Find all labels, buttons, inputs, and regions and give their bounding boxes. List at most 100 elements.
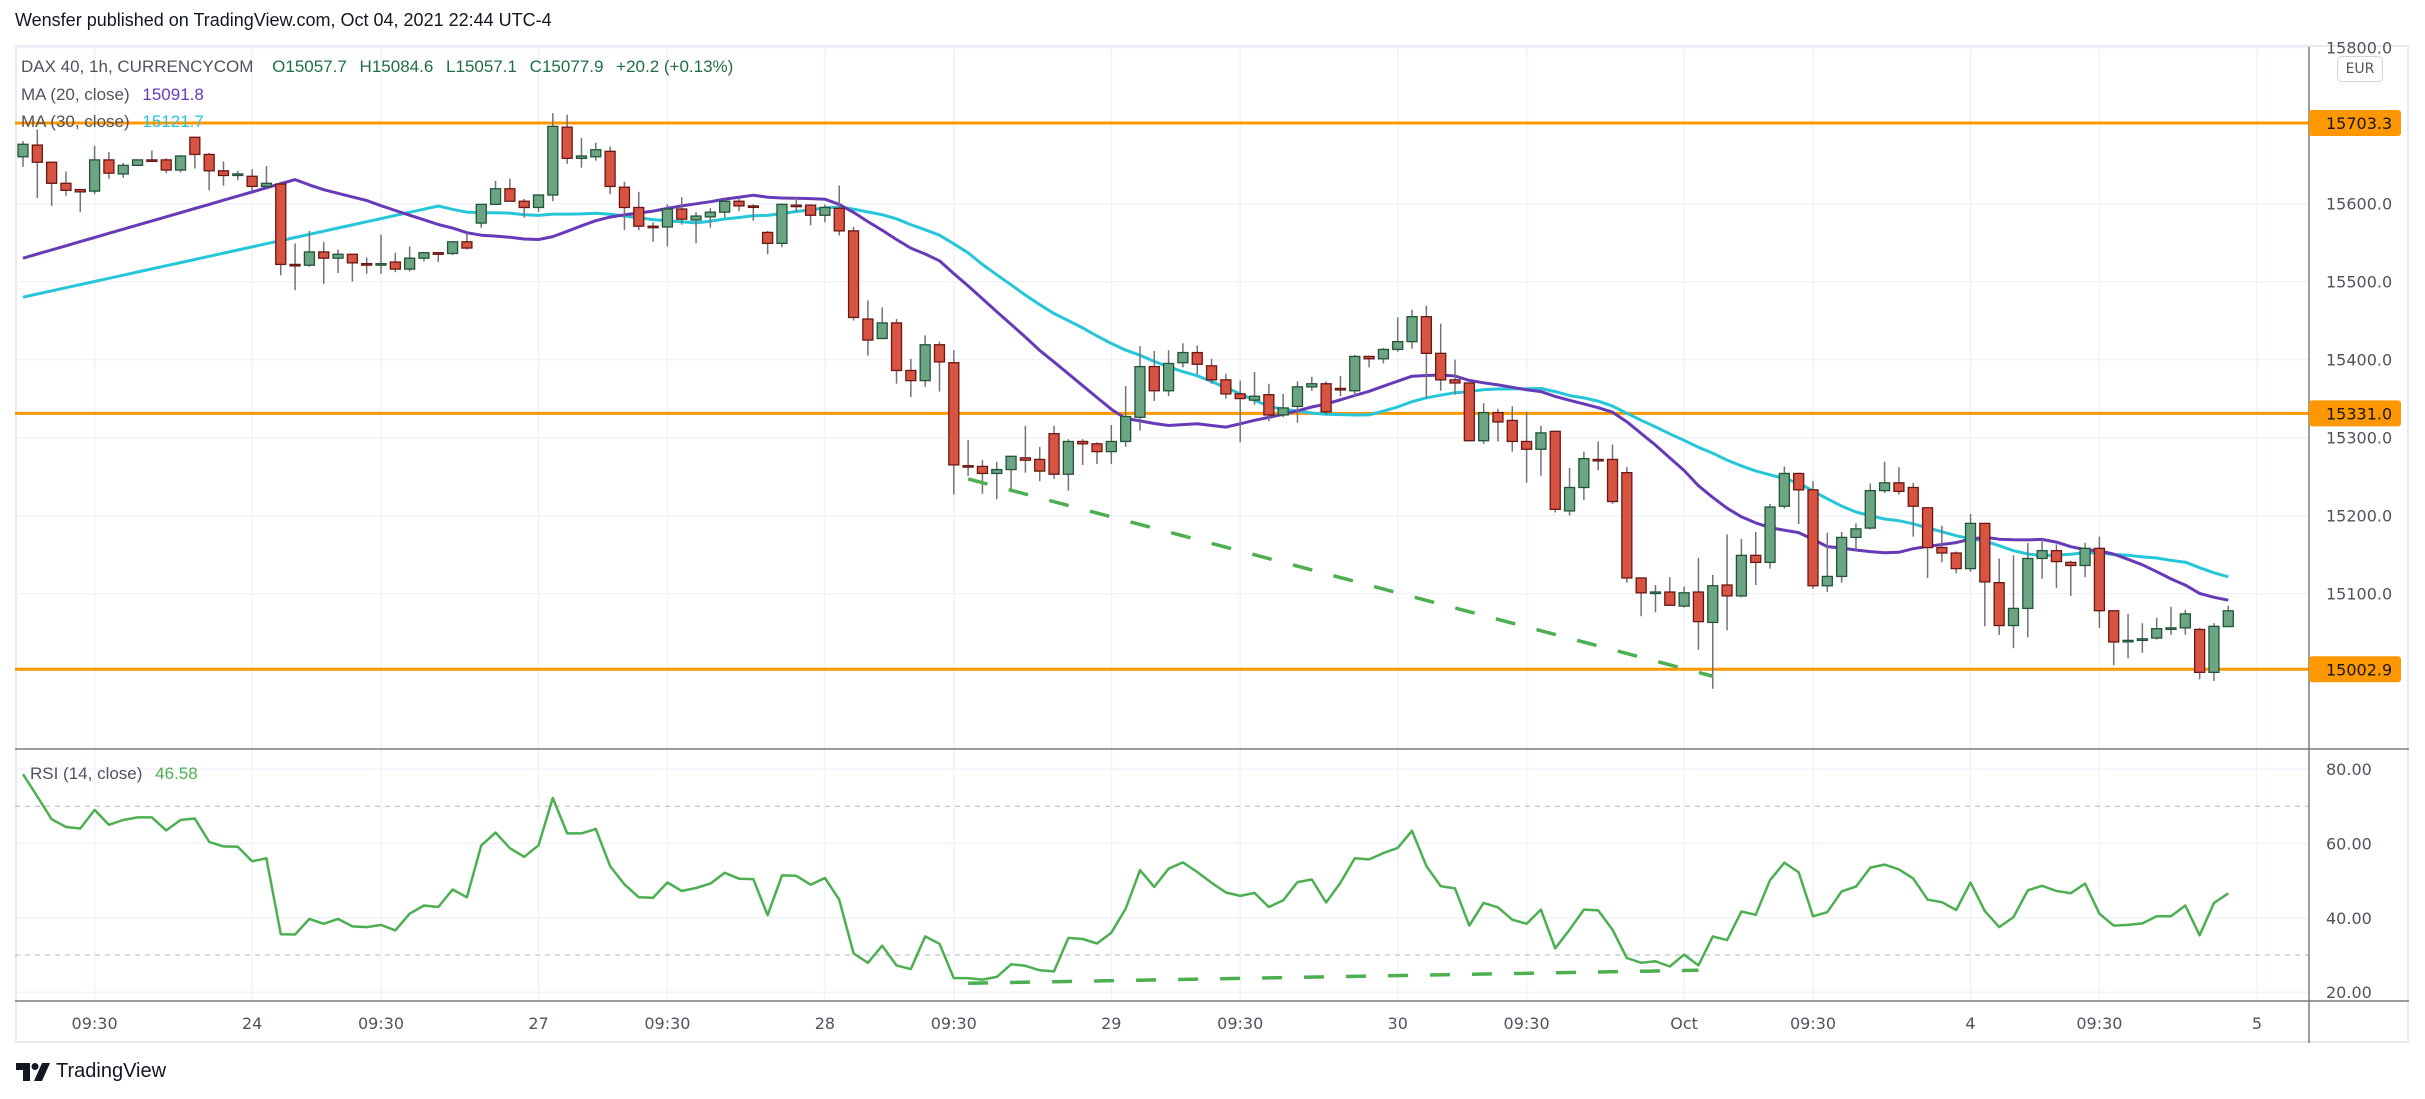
time-tick-label: 24 — [242, 1014, 262, 1033]
candle — [1148, 350, 1160, 401]
candle-body-up — [131, 159, 144, 167]
candle — [1606, 444, 1619, 504]
candle — [690, 212, 702, 244]
currency-badge[interactable]: EUR — [2337, 56, 2383, 82]
candles — [17, 113, 2234, 689]
candle — [1320, 381, 1332, 415]
time-tick-label: Oct — [1670, 1014, 1698, 1033]
candle-body-down — [618, 186, 631, 209]
candle-body-up — [1134, 365, 1146, 418]
candle — [1635, 577, 1647, 617]
candle — [2079, 542, 2091, 578]
candle-body-up — [2079, 547, 2091, 567]
candle — [1019, 425, 1032, 473]
candle — [403, 246, 416, 272]
candle-body-up — [1649, 591, 1662, 595]
publish-info: Wensfer published on TradingView.com, Oc… — [15, 10, 552, 30]
candle — [260, 166, 273, 188]
chart-frame — [15, 45, 2409, 1043]
candle-body-down — [1435, 352, 1447, 381]
candle-body-up — [1864, 489, 1876, 529]
ma30-legend[interactable]: MA (30, close) 15121.7 — [21, 112, 212, 132]
candle — [532, 194, 545, 213]
candle — [1506, 406, 1518, 452]
candle-body-down — [1664, 591, 1676, 606]
candle — [418, 252, 430, 262]
candle — [246, 169, 258, 191]
rsi-value: 46.58 — [155, 764, 198, 783]
candle-body-down — [1993, 582, 2005, 627]
candle — [1993, 558, 2005, 635]
rsi-line — [21, 773, 2229, 981]
candle — [2050, 544, 2063, 589]
rsi-legend[interactable]: RSI (14, close) 46.58 — [30, 764, 206, 784]
candle — [2165, 606, 2177, 635]
candle — [1363, 355, 1375, 368]
candle — [1535, 425, 1547, 476]
candle-body-down — [361, 262, 373, 266]
candle-body-up — [2007, 607, 2020, 627]
candle-body-up — [1964, 522, 1977, 570]
candle-body-up — [2022, 557, 2034, 610]
candle — [604, 146, 616, 195]
candle-body-up — [1535, 432, 1547, 450]
candle-body-up — [1062, 440, 1075, 475]
candle — [103, 152, 115, 179]
brand-name: TradingView — [56, 1060, 167, 1082]
candle — [2093, 536, 2106, 628]
candle — [1291, 381, 1304, 423]
candle — [17, 141, 29, 167]
candle-body-down — [1506, 419, 1518, 443]
candle-body-down — [31, 144, 43, 163]
candle — [1205, 358, 1218, 384]
candle — [518, 198, 530, 218]
candle-body-up — [876, 322, 888, 340]
candle — [446, 241, 459, 256]
candle-body-down — [747, 205, 759, 209]
candle-body-up — [575, 155, 588, 159]
candle-body-down — [1205, 365, 1218, 381]
candle-body-up — [776, 203, 788, 245]
candle — [1793, 472, 1805, 525]
candle-body-up — [475, 203, 487, 224]
candle — [289, 243, 301, 291]
ma20-legend[interactable]: MA (20, close) 15091.8 — [21, 85, 212, 105]
candle — [1649, 584, 1662, 613]
candle — [1520, 411, 1533, 483]
candle-body-up — [1406, 316, 1418, 343]
candle — [1721, 534, 1733, 631]
candle — [203, 152, 215, 191]
candle — [375, 234, 387, 274]
candle — [1921, 506, 1934, 578]
rsi-trendline — [968, 968, 1699, 986]
candle-body-up — [719, 200, 731, 213]
candle — [876, 307, 888, 340]
candle-body-down — [1907, 486, 1919, 507]
candle-body-up — [1248, 395, 1261, 401]
candle — [890, 319, 903, 384]
candle — [1420, 305, 1433, 398]
tradingview-logo[interactable]: TradingView — [16, 1060, 166, 1083]
candle — [31, 129, 43, 199]
candle — [1549, 430, 1561, 513]
candle-body-down — [217, 170, 230, 177]
candle-body-down — [432, 252, 444, 255]
candle-body-down — [1621, 472, 1633, 579]
change-value: +20.2 (+0.13%) — [616, 57, 734, 76]
candle — [275, 181, 287, 276]
candle — [976, 460, 989, 494]
candle-body-down — [1692, 591, 1705, 623]
candle — [962, 439, 974, 476]
candle-body-down — [1320, 383, 1332, 413]
price-tick-label: 15100.0 — [2326, 585, 2392, 604]
candle-body-up — [690, 215, 702, 221]
candle — [919, 335, 931, 387]
open-value: O15057.7 — [272, 57, 347, 76]
candle — [303, 230, 316, 267]
candle-body-down — [346, 253, 359, 264]
candle — [318, 241, 330, 284]
ma30-label: MA (30, close) — [21, 112, 130, 131]
candle-body-down — [1019, 457, 1032, 461]
candle — [2036, 538, 2048, 579]
